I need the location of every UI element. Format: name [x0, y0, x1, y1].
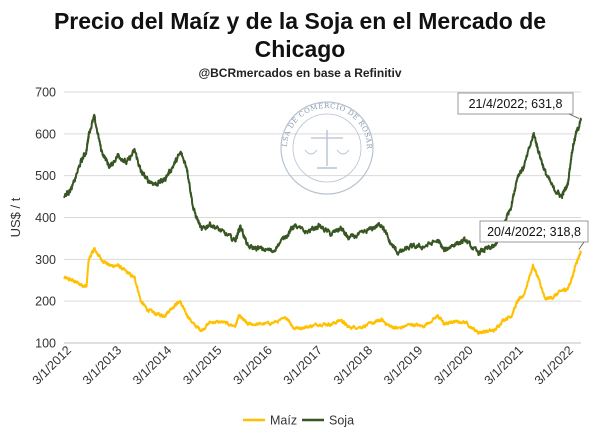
x-tick-label: 3/1/2018: [331, 343, 375, 387]
x-tick-label: 3/1/2015: [180, 343, 224, 387]
y-axis-ticks: 100 200 300 400 500 600 700: [35, 86, 56, 351]
annotation-box: [479, 220, 589, 243]
y-tick-label: 200: [35, 295, 56, 309]
annotation-label: 21/4/2022; 631,8: [469, 97, 563, 111]
series-group: [63, 113, 582, 335]
x-tick-label: 3/1/2021: [482, 343, 526, 387]
y-tick-label: 300: [35, 253, 56, 267]
chart-title-line-1: Precio del Maíz y de la Soja en el Merca…: [54, 8, 546, 34]
chart-title-line-2: Chicago: [255, 36, 346, 62]
y-tick-label: 500: [35, 169, 56, 183]
legend: Maíz Soja: [243, 414, 354, 428]
annotation-label: 20/4/2022; 318,8: [487, 225, 581, 239]
x-tick-label: 3/1/2020: [431, 343, 475, 387]
x-tick-label: 3/1/2016: [231, 343, 275, 387]
annotations: 21/4/2022; 631,8 20/4/2022; 318,8: [457, 92, 589, 250]
watermark-scale-pan-left: [304, 149, 318, 155]
x-tick-label: 3/1/2017: [281, 343, 325, 387]
y-tick-label: 700: [35, 86, 56, 100]
x-tick-label: 3/1/2013: [80, 343, 124, 387]
watermark-scale-pan-right: [336, 149, 350, 155]
y-tick-label: 100: [35, 337, 56, 351]
watermark-inner-ring: [292, 113, 362, 183]
series-line-maiz: [63, 246, 582, 335]
annotation-box: [457, 92, 574, 115]
x-axis-ticks: 3/1/2012 3/1/2013 3/1/2014 3/1/2015 3/1/2016…: [30, 343, 576, 387]
legend-label: Soja: [329, 414, 354, 428]
annotation-leader: [568, 113, 580, 119]
x-tick-label: 3/1/2022: [532, 343, 576, 387]
watermark-ring: [280, 101, 374, 195]
legend-label: Maíz: [270, 414, 297, 428]
chart-subtitle: @BCRmercados en base a Refinitiv: [198, 66, 401, 80]
gridlines: [64, 91, 581, 302]
y-axis-label: US$ / t: [8, 197, 23, 237]
x-tick-label: 3/1/2014: [130, 343, 174, 387]
x-tick-label: 3/1/2019: [381, 343, 425, 387]
annotation-leader: [578, 241, 585, 250]
y-tick-label: 600: [35, 127, 56, 141]
y-tick-label: 400: [35, 211, 56, 225]
series-line-soja: [63, 113, 582, 257]
